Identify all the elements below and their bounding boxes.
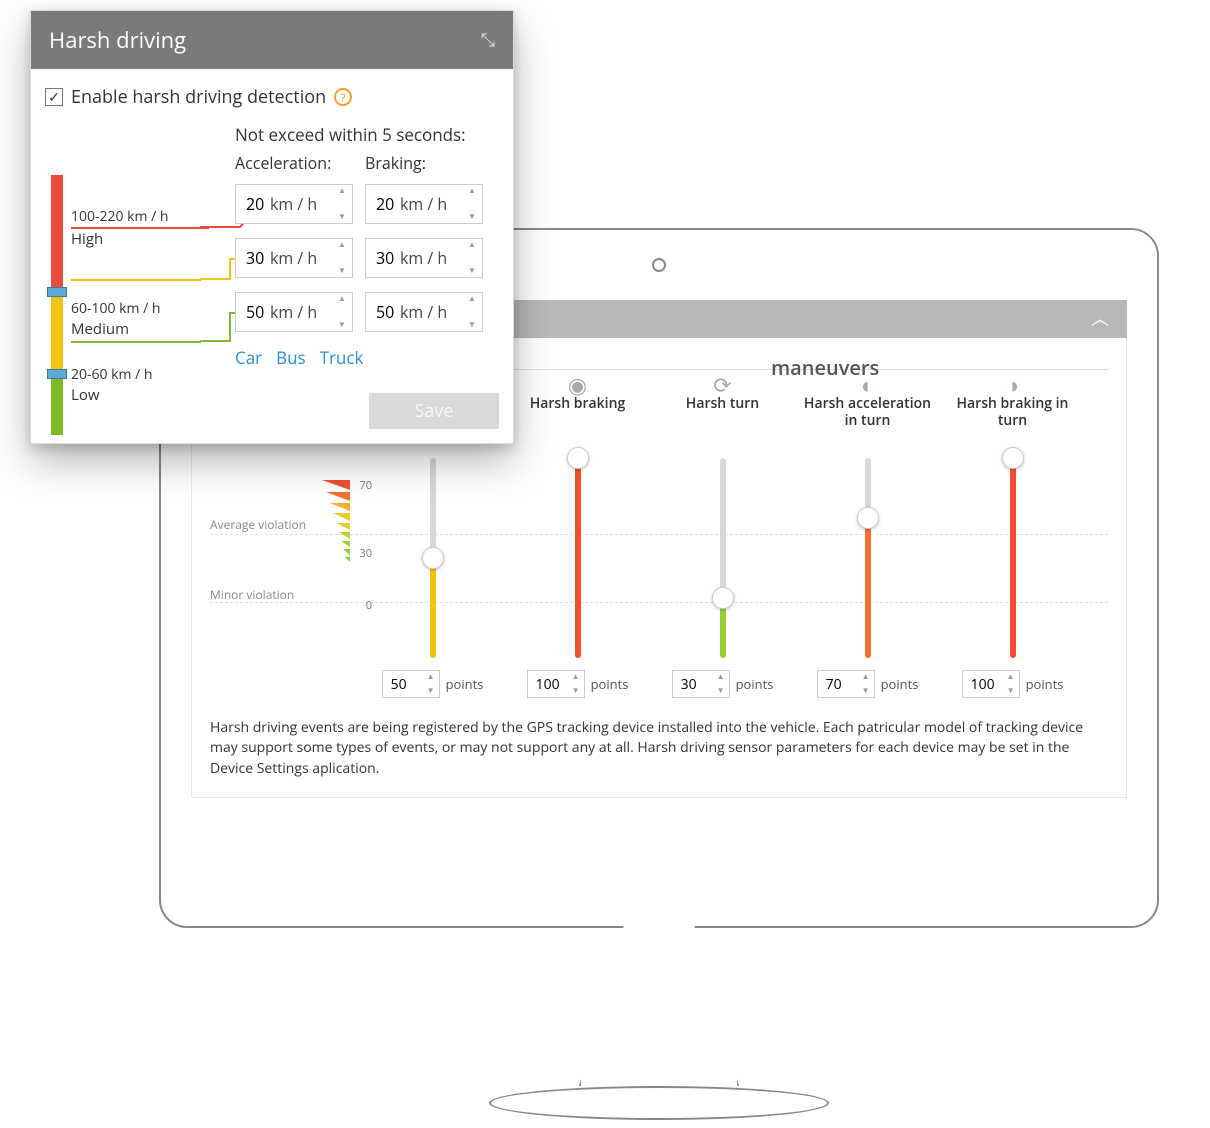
save-button[interactable]: Save (369, 393, 499, 429)
brake-low-input[interactable]: 50 km / h ▲▼ (365, 292, 483, 332)
description-text: Harsh driving events are being registere… (210, 718, 1108, 779)
points-label: points (1026, 675, 1064, 693)
slider-thumb[interactable] (422, 547, 444, 569)
spinner-icon[interactable]: ▲▼ (468, 187, 480, 221)
tick-0: 0 (366, 598, 372, 613)
help-icon[interactable]: ? (334, 88, 352, 106)
collapse-icon[interactable]: ⤡ (481, 28, 495, 52)
tick-70: 70 (359, 478, 372, 493)
popup-title: Harsh driving (49, 25, 186, 55)
drag-handle-icon[interactable] (47, 287, 67, 297)
threshold-inputs-column: Not exceed within 5 seconds: Acceleratio… (235, 123, 499, 369)
speed-levels-column: 100-220 km / h High 60-100 km / h Medium… (45, 123, 235, 369)
maneuver-icon: ◉ (505, 370, 650, 396)
spinner-icon[interactable]: ▲▼ (338, 187, 350, 221)
points-input[interactable]: 100▲▼ (962, 670, 1020, 698)
speed-color-bar (51, 175, 63, 435)
severity-slider[interactable] (1003, 458, 1023, 658)
points-label: points (591, 675, 629, 693)
level-low: Low (71, 385, 99, 405)
input-row-high: 20 km / h ▲▼ 20 km / h ▲▼ (235, 184, 499, 224)
brake-high-input[interactable]: 20 km / h ▲▼ (365, 184, 483, 224)
spinner-icon[interactable]: ▲▼ (468, 241, 480, 275)
severity-slider[interactable] (568, 458, 588, 658)
maneuver-title: Harsh braking in turn (940, 396, 1085, 450)
level-medium: Medium (71, 319, 129, 339)
maneuver-icon: ◐ (795, 370, 940, 396)
severity-slider[interactable] (423, 458, 443, 658)
spinner-icon[interactable]: ▲▼ (860, 673, 872, 695)
slider-thumb[interactable] (567, 447, 589, 469)
maneuver-icon: ⟳ (650, 370, 795, 396)
slider-thumb[interactable] (857, 507, 879, 529)
points-label: points (736, 675, 774, 693)
vehicle-presets: Car Bus Truck (235, 346, 499, 369)
enable-checkbox[interactable]: ✓ (45, 88, 63, 106)
spinner-icon[interactable]: ▲▼ (338, 295, 350, 329)
preset-bus[interactable]: Bus (276, 346, 306, 369)
maneuver-icon: ◑ (940, 370, 1085, 396)
spinner-icon[interactable]: ▲▼ (715, 673, 727, 695)
chevron-up-icon[interactable]: ︿ (1091, 310, 1109, 328)
range-high: 100-220 km / h (71, 207, 168, 226)
not-exceed-label: Not exceed within 5 seconds: (235, 123, 499, 146)
col-brake-label: Braking: (365, 152, 483, 174)
level-high: High (71, 229, 103, 249)
accel-low-input[interactable]: 50 km / h ▲▼ (235, 292, 353, 332)
tick-30: 30 (359, 546, 372, 561)
spinner-icon[interactable]: ▲▼ (570, 673, 582, 695)
spinner-icon[interactable]: ▲▼ (338, 241, 350, 275)
popup-header: Harsh driving ⤡ (31, 11, 513, 69)
spinner-icon[interactable]: ▲▼ (425, 673, 437, 695)
accel-high-input[interactable]: 20 km / h ▲▼ (235, 184, 353, 224)
severity-slider[interactable] (713, 458, 733, 658)
range-medium: 60-100 km / h (71, 299, 160, 318)
enable-detection-row[interactable]: ✓ Enable harsh driving detection ? (45, 85, 499, 109)
input-row-low: 50 km / h ▲▼ 50 km / h ▲▼ (235, 292, 499, 332)
spinner-icon[interactable]: ▲▼ (468, 295, 480, 329)
severity-slider[interactable] (858, 458, 878, 658)
accel-medium-input[interactable]: 30 km / h ▲▼ (235, 238, 353, 278)
drag-handle-icon[interactable] (47, 369, 67, 379)
brake-medium-input[interactable]: 30 km / h ▲▼ (365, 238, 483, 278)
slider-thumb[interactable] (1002, 447, 1024, 469)
points-label: points (446, 675, 484, 693)
points-input[interactable]: 50▲▼ (382, 670, 440, 698)
points-input[interactable]: 100▲▼ (527, 670, 585, 698)
slider-thumb[interactable] (712, 587, 734, 609)
points-input[interactable]: 30▲▼ (672, 670, 730, 698)
maneuver-title: Harsh turn (650, 396, 795, 450)
points-label: points (881, 675, 919, 693)
harsh-driving-popup: Harsh driving ⤡ ✓ Enable harsh driving d… (30, 10, 514, 444)
input-row-medium: 30 km / h ▲▼ 30 km / h ▲▼ (235, 238, 499, 278)
col-accel-label: Acceleration: (235, 152, 353, 174)
preset-truck[interactable]: Truck (320, 346, 364, 369)
spinner-icon[interactable]: ▲▼ (1005, 673, 1017, 695)
enable-label: Enable harsh driving detection (71, 85, 326, 109)
monitor-stand (539, 926, 779, 1120)
points-input[interactable]: 70▲▼ (817, 670, 875, 698)
maneuver-title: Harsh acceleration in turn (795, 396, 940, 450)
range-low: 20-60 km / h (71, 365, 152, 384)
camera-icon (652, 258, 666, 272)
maneuver-title: Harsh braking (505, 396, 650, 450)
severity-gradient-icon: 70 30 0 (322, 480, 350, 640)
